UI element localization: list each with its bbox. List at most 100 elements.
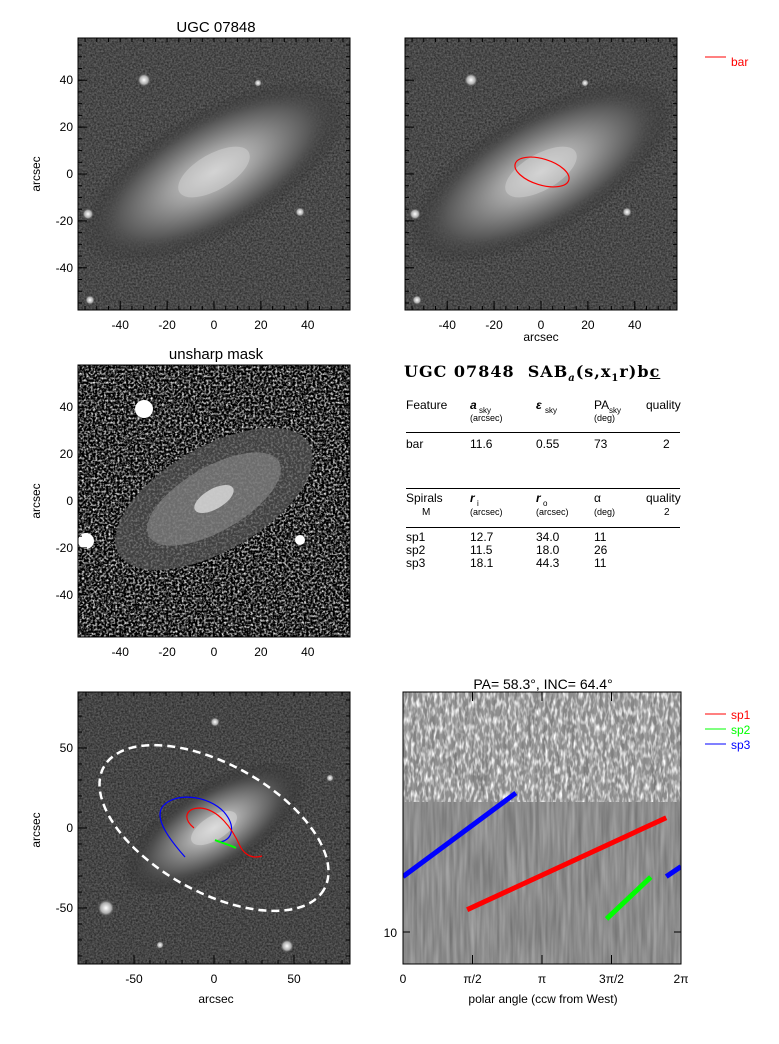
- spiral-cell: 18.1: [470, 556, 494, 570]
- legend-bar-label: bar: [731, 55, 748, 69]
- tick-labels: -50 -50 0 0 50 50: [56, 692, 350, 986]
- panel-bar-overlay: arcsec -40 -20 0 20 40 bar: [404, 37, 748, 344]
- panel-polar-plot: PA= 58.3°, INC= 64.4° polar angle (ccw f…: [384, 676, 751, 1006]
- x-tick-label: -20: [158, 318, 176, 332]
- x-tick-label: 40: [301, 318, 315, 332]
- x-tick-label: 0: [211, 318, 218, 332]
- x-tick-label: 20: [254, 645, 268, 659]
- spiral-sp1-overlay: [186, 807, 263, 858]
- tick-labels: -40 -20 0 20 40: [405, 38, 677, 332]
- spiral-cell: 12.7: [470, 530, 494, 544]
- polar-series-sp1: [466, 815, 668, 912]
- x-tick-label: 0: [400, 972, 407, 986]
- header-quality: quality: [646, 491, 681, 505]
- y-tick-label: 40: [60, 73, 74, 87]
- bar-table-header: Feature a sky (arcsec) ε sky PA sky (deg…: [406, 398, 681, 433]
- classification: SAB: [527, 362, 569, 381]
- header-feature: Feature: [406, 398, 448, 412]
- header-alpha: α: [594, 491, 601, 505]
- y-tick-label: -50: [56, 901, 74, 915]
- spiral-row: sp1 12.7 34.0 11: [406, 530, 680, 544]
- classification-line: UGC 07848 SABa(s,x1r)bc: [404, 362, 661, 385]
- x-tick-label: -40: [439, 318, 457, 332]
- plot-title: PA= 58.3°, INC= 64.4°: [473, 676, 612, 692]
- spiral-cell: sp1: [406, 530, 426, 544]
- x-tick-label: 0: [211, 645, 218, 659]
- spiral-cell: 34.0: [536, 530, 560, 544]
- spiral-cell: sp3: [406, 556, 426, 570]
- spiral-cell: 44.3: [536, 556, 560, 570]
- y-tick-label: 40: [60, 400, 74, 414]
- y-tick-label: 0: [66, 167, 73, 181]
- y-tick-label: -20: [56, 214, 74, 228]
- polar-series-sp2: [604, 875, 653, 921]
- x-tick-label: 0: [538, 318, 545, 332]
- spiral-cell: sp2: [406, 543, 426, 557]
- header-spirals: Spirals: [406, 491, 443, 505]
- x-axis-label: arcsec: [198, 992, 233, 1006]
- spiral-row: sp2 11.5 18.0 26: [406, 543, 680, 557]
- header-quality: quality: [646, 398, 681, 412]
- x-tick-label: π: [538, 972, 546, 986]
- y-axis-label: arcsec: [29, 156, 43, 191]
- y-tick-label: 20: [60, 120, 74, 134]
- y-axis-label: arcsec: [29, 483, 43, 518]
- x-tick-label: -50: [125, 972, 143, 986]
- plot-title: UGC 07848: [176, 19, 255, 36]
- header-eps: ε: [536, 398, 542, 412]
- legend-label-sp2: sp2: [731, 723, 751, 737]
- bar-ellipse: [514, 156, 570, 188]
- spiral-cell: 11: [594, 530, 607, 544]
- x-axis-label: polar angle (ccw from West): [468, 992, 617, 1006]
- x-tick-label: 40: [628, 318, 642, 332]
- panel-galaxy-image: UGC 07848 arcsec -40 -40 -20 -20 0 0 20 20 40 40: [29, 19, 351, 332]
- header-ri: r: [470, 491, 475, 505]
- polar-series-group: [403, 791, 681, 921]
- star: [82, 208, 94, 220]
- spiral-cell: 11.5: [470, 543, 493, 557]
- x-tick-label: -40: [112, 645, 130, 659]
- x-tick-label: π/2: [463, 972, 482, 986]
- plot-title: unsharp mask: [169, 346, 264, 363]
- y-tick-label: 0: [66, 821, 73, 835]
- info-panel: UGC 07848 SABa(s,x1r)bc: [404, 362, 694, 384]
- legend-label-sp3: sp3: [731, 738, 751, 752]
- header-a: a: [470, 398, 477, 412]
- star: [295, 207, 305, 217]
- x-tick-label: 2π: [674, 972, 689, 986]
- spiral-table: Spirals M r i (arcsec) r o (arcsec) α (d…: [406, 488, 681, 570]
- x-tick-label: 0: [211, 972, 218, 986]
- x-tick-label: 40: [301, 645, 315, 659]
- star: [137, 73, 151, 87]
- x-tick-label: 3π/2: [599, 972, 624, 986]
- legend-label-sp1: sp1: [731, 708, 751, 722]
- spiral-cell: 11: [594, 556, 607, 570]
- y-tick-label: 10: [384, 926, 398, 940]
- x-tick-label: -20: [485, 318, 503, 332]
- y-tick-label: -40: [56, 261, 74, 275]
- x-tick-label: -20: [158, 645, 176, 659]
- panel-spiral-fits: arcsec arcsec -50 -50 0 0 50 50: [29, 691, 351, 1006]
- star: [85, 295, 95, 305]
- x-axis-label: arcsec: [523, 330, 558, 344]
- y-tick-label: 20: [60, 447, 74, 461]
- spiral-table-header: Spirals M r i (arcsec) r o (arcsec) α (d…: [406, 489, 681, 528]
- y-tick-label: 50: [60, 741, 74, 755]
- polar-series-sp3-wrap: [664, 864, 681, 879]
- disk-outline-ellipse: [98, 743, 330, 913]
- x-tick-label: 50: [287, 972, 301, 986]
- star: [254, 79, 262, 87]
- polar-series-sp3: [403, 791, 518, 879]
- spiral-rows: sp1 12.7 34.0 11 sp2 11.5 18.0 26 sp3 18.1 44.3 11: [406, 530, 680, 570]
- panel-unsharp-mask: unsharp mask arcsec -40 -40 -20 -20 0 0 20 20 40…: [29, 346, 351, 659]
- y-axis-label: arcsec: [29, 812, 43, 847]
- galaxy-name: UGC 07848: [404, 362, 515, 381]
- header-pa: PA: [594, 398, 610, 412]
- y-tick-label: 0: [66, 494, 73, 508]
- spiral-cell: 26: [594, 543, 608, 557]
- x-tick-label: 20: [254, 318, 268, 332]
- bar-table: Feature a sky (arcsec) ε sky PA sky (deg…: [406, 398, 681, 457]
- x-tick-label: -40: [112, 318, 130, 332]
